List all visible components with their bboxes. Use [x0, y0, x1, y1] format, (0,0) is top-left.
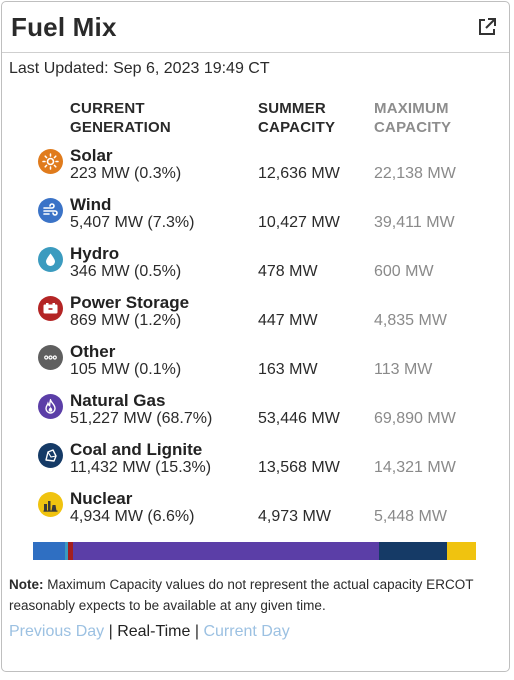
fuel-name: Solar: [70, 146, 113, 165]
fuel-maximum-capacity: 5,448 MW: [374, 508, 447, 525]
flame-icon: [38, 394, 63, 419]
note-label: Note:: [9, 577, 44, 592]
fuel-generation: 5,407 MW (7.3%): [70, 214, 195, 231]
fuel-summer-capacity: 4,973 MW: [258, 508, 331, 525]
fuel-maximum-capacity: 113 MW: [374, 361, 433, 378]
fuel-maximum-capacity: 39,411 MW: [374, 214, 455, 231]
fuel-mix-bar: [33, 542, 476, 560]
current-day-link[interactable]: Current Day: [203, 623, 290, 640]
fuel-row-other: Other 105 MW (0.1%) 163 MW 113 MW: [0, 340, 514, 389]
fuel-generation: 105 MW (0.1%): [70, 361, 182, 378]
fuel-maximum-capacity: 4,835 MW: [374, 312, 447, 329]
fuel-name: Power Storage: [70, 293, 190, 312]
time-range-links: Previous Day | Real-Time | Current Day: [9, 623, 290, 640]
external-link-button[interactable]: [475, 15, 499, 39]
fuel-row-nuclear: Nuclear 4,934 MW (6.6%) 4,973 MW 5,448 M…: [0, 487, 514, 536]
fuel-row-solar: Solar 223 MW (0.3%) 12,636 MW 22,138 MW: [0, 144, 514, 193]
fuel-mix-card: Fuel Mix: [1, 1, 510, 672]
external-link-icon: [479, 18, 496, 35]
fuel-summer-capacity: 53,446 MW: [258, 410, 340, 427]
fuel-name: Nuclear: [70, 489, 133, 508]
fuel-row-wind: Wind 5,407 MW (7.3%) 10,427 MW 39,411 MW: [0, 193, 514, 242]
fuel-name: Other: [70, 342, 116, 361]
fuel-generation: 51,227 MW (68.7%): [70, 410, 213, 427]
note-text: Maximum Capacity values do not represent…: [9, 577, 474, 613]
fuel-generation: 346 MW (0.5%): [70, 263, 182, 280]
card-title: Fuel Mix: [11, 11, 117, 42]
fuel-maximum-capacity: 22,138 MW: [374, 165, 456, 182]
fuel-maximum-capacity: 69,890 MW: [374, 410, 456, 427]
capacity-note: Note: Maximum Capacity values do not rep…: [9, 574, 504, 616]
mix-segment-wind: [33, 542, 66, 560]
fuel-summer-capacity: 447 MW: [258, 312, 318, 329]
fuel-summer-capacity: 163 MW: [258, 361, 318, 378]
fuel-row-hydro: Hydro 346 MW (0.5%) 478 MW 600 MW: [0, 242, 514, 291]
fuel-name: Natural Gas: [70, 391, 166, 410]
previous-day-link[interactable]: Previous Day: [9, 623, 105, 640]
water-drop-icon: [38, 247, 63, 272]
fuel-rows: Solar 223 MW (0.3%) 12,636 MW 22,138 MW …: [0, 144, 514, 536]
fuel-generation: 869 MW (1.2%): [70, 312, 182, 329]
fuel-row-natural-gas: Natural Gas 51,227 MW (68.7%) 53,446 MW …: [0, 389, 514, 438]
header-current-generation: CURRENT GENERATION: [70, 100, 171, 136]
fuel-name: Coal and Lignite: [70, 440, 203, 459]
fuel-summer-capacity: 478 MW: [258, 263, 318, 280]
mix-segment-natural-gas: [73, 542, 379, 560]
last-updated: Last Updated: Sep 6, 2023 19:49 CT: [9, 60, 270, 77]
real-time-link[interactable]: Real-Time: [117, 623, 191, 640]
fuel-maximum-capacity: 14,321 MW: [374, 459, 456, 476]
mix-segment-nuclear: [446, 542, 476, 560]
fuel-summer-capacity: 13,568 MW: [258, 459, 340, 476]
fuel-generation: 223 MW (0.3%): [70, 165, 182, 182]
wind-icon: [38, 198, 63, 223]
fuel-generation: 4,934 MW (6.6%): [70, 508, 195, 525]
fuel-maximum-capacity: 600 MW: [374, 263, 434, 280]
header-maximum-capacity: MAXIMUM CAPACITY: [374, 100, 452, 136]
fuel-row-coal-and-lignite: Coal and Lignite 11,432 MW (15.3%) 13,56…: [0, 438, 514, 487]
fuel-generation: 11,432 MW (15.3%): [70, 459, 212, 476]
mix-segment-coal-and-lignite: [378, 542, 447, 560]
battery-icon: [38, 296, 63, 321]
card-header: Fuel Mix: [2, 2, 509, 53]
dots-icon: [38, 345, 63, 370]
nuclear-plant-icon: [38, 492, 63, 517]
fuel-summer-capacity: 10,427 MW: [258, 214, 340, 231]
fuel-row-power-storage: Power Storage 869 MW (1.2%) 447 MW 4,835…: [0, 291, 514, 340]
coal-icon: [38, 443, 63, 468]
fuel-name: Hydro: [70, 244, 120, 263]
mix-segment-hydro: [65, 542, 68, 560]
fuel-name: Wind: [70, 195, 112, 214]
fuel-summer-capacity: 12,636 MW: [258, 165, 340, 182]
header-summer-capacity: SUMMER CAPACITY: [258, 100, 336, 136]
mix-segment-power-storage: [67, 542, 74, 560]
sun-icon: [38, 149, 63, 174]
